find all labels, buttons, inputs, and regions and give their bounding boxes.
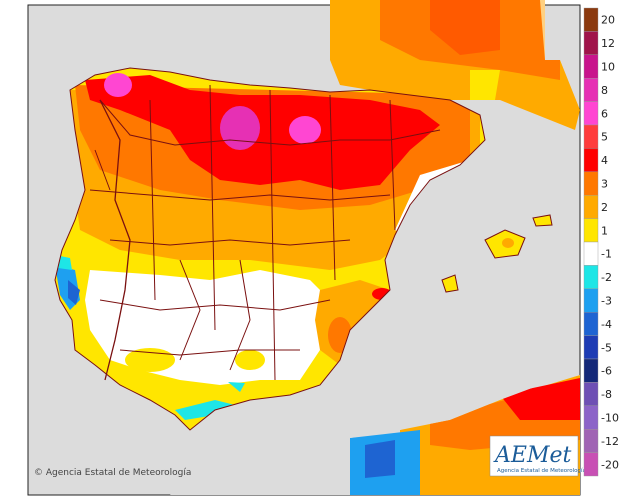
province-borders — [54, 67, 486, 431]
legend-label: -1 — [601, 248, 612, 261]
legend-swatch — [583, 452, 599, 477]
legend-label: -10 — [601, 412, 619, 425]
legend-swatch — [583, 101, 599, 126]
legend-swatch — [583, 241, 599, 266]
legend-label: -12 — [601, 435, 619, 448]
balearic-menorca — [532, 214, 553, 227]
legend-swatch — [583, 218, 599, 243]
legend-swatch — [583, 148, 599, 172]
legend-label: 12 — [601, 37, 615, 50]
logo-subtitle: Agencia Estatal de Meteorología — [497, 467, 586, 474]
legend-swatch — [583, 382, 599, 406]
legend-label: 8 — [601, 84, 608, 97]
copyright-text: © Agencia Estatal de Meteorología — [34, 468, 191, 478]
legend-label: 1 — [601, 224, 608, 237]
legend-swatch — [583, 7, 599, 32]
legend-swatch — [583, 429, 599, 453]
legend-swatch — [583, 54, 599, 79]
legend-label: 10 — [601, 61, 615, 74]
legend-swatch — [583, 312, 599, 336]
aemet-logo: AEMet Agencia Estatal de Meteorología — [489, 435, 586, 477]
legend-label: 6 — [601, 107, 608, 120]
balearic-ibiza — [441, 274, 459, 293]
legend-label: 5 — [601, 131, 608, 144]
legend-swatch — [583, 194, 599, 219]
legend-swatch — [583, 171, 599, 196]
logo-text: AEMet — [493, 443, 571, 468]
legend-label: -2 — [601, 271, 612, 284]
legend-label: 2 — [601, 201, 608, 214]
legend-swatch — [583, 77, 599, 102]
legend-label: 3 — [601, 178, 608, 191]
legend-label: -20 — [601, 458, 619, 471]
legend-label: -5 — [601, 341, 612, 354]
legend-label: 4 — [601, 154, 608, 167]
color-legend: 20 12 10 8 6 5 4 3 2 1 -1 -2 -3 -4 -5 -6 -8 -10 -12 -20 — [583, 7, 619, 477]
legend-swatch — [583, 31, 599, 55]
portugal-spain-border — [99, 99, 131, 381]
legend-swatch — [583, 288, 599, 313]
legend-swatch — [583, 358, 599, 383]
legend-swatch — [583, 405, 599, 430]
legend-label: -6 — [601, 365, 612, 378]
legend-label: -4 — [601, 318, 612, 331]
legend-label: -3 — [601, 295, 612, 308]
legend-swatch — [583, 124, 599, 149]
legend-swatch — [583, 335, 599, 360]
legend-label: 20 — [601, 14, 615, 27]
legend-label: -8 — [601, 388, 612, 401]
legend-swatch — [583, 265, 599, 289]
